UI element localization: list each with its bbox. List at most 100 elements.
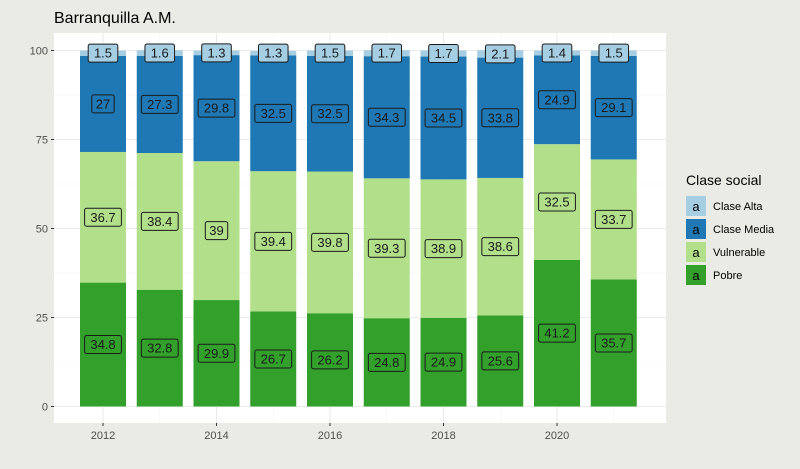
- data-label-box: [87, 43, 119, 63]
- data-label: 29.1: [601, 100, 626, 115]
- data-label-box: [538, 90, 576, 110]
- data-label: 27.3: [147, 97, 172, 112]
- x-tick-label: 2018: [431, 430, 455, 442]
- data-label: 38.9: [431, 241, 456, 256]
- data-label-box: [311, 350, 349, 370]
- data-label-box: [367, 107, 406, 127]
- data-label-box: [367, 238, 406, 258]
- legend-title: Clase social: [686, 172, 761, 188]
- data-label: 1.6: [151, 45, 169, 60]
- data-label: 32.5: [317, 106, 342, 121]
- data-label-box: [204, 221, 229, 241]
- data-label: 33.7: [601, 212, 626, 227]
- data-label: 2.1: [491, 46, 509, 61]
- data-label-box: [254, 103, 293, 123]
- data-label-box: [254, 349, 293, 369]
- y-tick-label: 75: [36, 135, 48, 147]
- data-label-box: [311, 232, 349, 252]
- legend-label: Clase Alta: [713, 201, 763, 213]
- data-label-box: [371, 43, 403, 63]
- x-tick-label: 2020: [545, 430, 569, 442]
- legend-key-glyph: a: [692, 245, 700, 260]
- y-tick-label: 50: [36, 224, 48, 236]
- legend: Clase social a Clase Alta a Clase Media a Vul…: [686, 172, 775, 285]
- data-label-box: [538, 192, 576, 212]
- data-label-box: [541, 43, 573, 63]
- data-label-box: [424, 239, 463, 259]
- data-label-box: [598, 43, 630, 63]
- data-label-box: [140, 338, 179, 358]
- data-label-box: [140, 94, 179, 114]
- data-label: 29.9: [204, 346, 229, 361]
- legend-key-glyph: a: [692, 199, 700, 214]
- data-label: 33.8: [488, 110, 513, 125]
- data-label: 1.7: [434, 46, 452, 61]
- data-label-box: [201, 43, 232, 63]
- data-label: 25.6: [488, 353, 513, 368]
- data-label-box: [428, 44, 459, 64]
- data-label-box: [254, 231, 293, 251]
- data-label-box: [424, 352, 463, 372]
- data-label: 1.5: [321, 46, 339, 61]
- axis-layer: 0 25 50 75 100 2012 2014 2016 2018 2020: [30, 46, 570, 443]
- data-label-box: [197, 343, 236, 363]
- data-label-box: [367, 352, 406, 372]
- data-label-box: [197, 98, 236, 118]
- data-label: 39: [209, 223, 223, 238]
- data-label-box: [481, 237, 520, 257]
- y-tick-label: 25: [36, 313, 48, 325]
- data-label-box: [311, 104, 349, 124]
- data-label-box: [594, 333, 633, 353]
- data-label: 24.8: [374, 355, 399, 370]
- legend-key: [686, 265, 706, 285]
- data-label: 1.5: [94, 46, 112, 61]
- data-label-box: [140, 211, 179, 231]
- data-label: 38.6: [488, 239, 513, 254]
- legend-label: Vulnerable: [713, 247, 765, 259]
- data-label-box: [424, 108, 463, 128]
- data-label: 1.7: [378, 46, 396, 61]
- data-label: 32.5: [544, 194, 569, 209]
- legend-key-glyph: a: [692, 268, 700, 283]
- data-label-box: [84, 335, 122, 355]
- data-label-box: [481, 108, 520, 128]
- y-tick-label: 0: [42, 402, 48, 414]
- data-label-box: [257, 43, 289, 63]
- legend-label: Clase Media: [713, 224, 775, 236]
- x-tick-label: 2014: [204, 430, 228, 442]
- data-label: 39.3: [374, 241, 399, 256]
- data-label: 1.5: [605, 46, 623, 61]
- data-label: 1.3: [207, 45, 225, 60]
- data-label: 1.4: [548, 45, 566, 60]
- data-label: 34.8: [90, 337, 115, 352]
- data-label: 38.4: [147, 214, 172, 229]
- data-label: 32.5: [261, 106, 286, 121]
- data-label: 35.7: [601, 335, 626, 350]
- data-label-box: [91, 94, 115, 114]
- data-label: 36.7: [90, 210, 115, 225]
- legend-key: [686, 219, 706, 239]
- data-label: 26.7: [261, 351, 286, 366]
- data-label-box: [594, 98, 633, 118]
- legend-key: [686, 242, 706, 262]
- data-label-box: [144, 43, 176, 63]
- data-label-box: [314, 43, 346, 63]
- data-label: 34.5: [431, 110, 456, 125]
- legend-label: Pobre: [713, 270, 742, 282]
- data-label-box: [594, 209, 633, 229]
- data-label: 39.4: [261, 234, 286, 249]
- data-label: 24.9: [544, 92, 569, 107]
- data-label: 27: [96, 96, 110, 111]
- data-label-box: [538, 323, 576, 343]
- x-tick-label: 2012: [91, 430, 115, 442]
- data-label-box: [484, 44, 516, 64]
- data-label: 24.9: [431, 355, 456, 370]
- data-label: 32.8: [147, 341, 172, 356]
- data-label: 39.8: [317, 235, 342, 250]
- label-layer: 34.8 36.7 27 1.5 32.8 38.4 27.3 1.6 29.9 39 29.8 1.…: [84, 43, 633, 372]
- data-label: 26.2: [317, 352, 342, 367]
- data-label-box: [84, 207, 122, 227]
- data-label-box: [481, 351, 520, 371]
